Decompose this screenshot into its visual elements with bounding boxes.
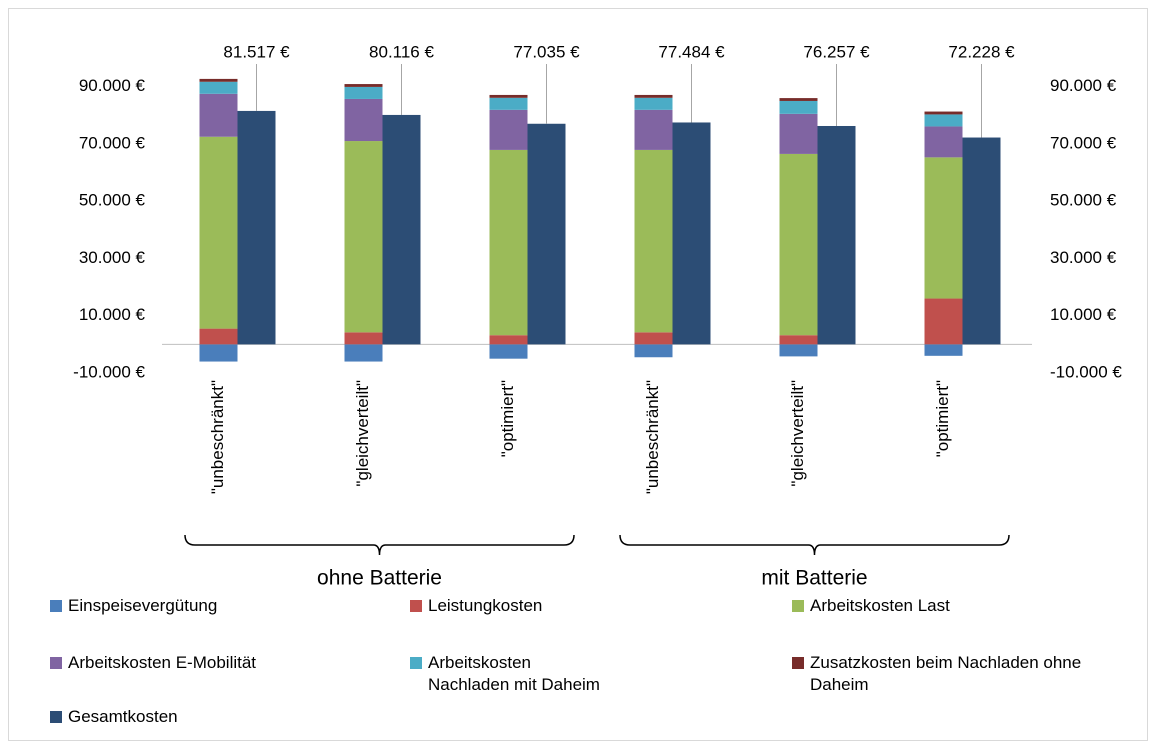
legend-item: Einspeisevergütung (50, 595, 380, 617)
total-bar (237, 110, 276, 345)
bar-segment (779, 100, 818, 114)
bar-segment (199, 136, 238, 329)
bar-segment (779, 153, 818, 336)
bar-segment (489, 335, 528, 345)
legend-item: Arbeitskosten E-Mobilität (50, 652, 380, 674)
total-bar (962, 137, 1001, 345)
value-label: 76.257 € (803, 42, 870, 61)
y2-tick-label: 90.000 € (1050, 76, 1117, 95)
x-tick-label: "gleichverteilt" (353, 380, 372, 487)
y-tick-label: 50.000 € (79, 191, 146, 210)
legend-item: Leistungkosten (410, 595, 740, 617)
bar-segment (199, 328, 238, 345)
bar-segment (344, 141, 383, 333)
y2-tick-label: 30.000 € (1050, 248, 1117, 267)
legend-swatch (792, 657, 804, 669)
legend-swatch (50, 600, 62, 612)
legend-item: Arbeitskosten Nachladen mit Daheim (410, 652, 610, 696)
legend-swatch (50, 657, 62, 669)
legend-label: Arbeitskosten E-Mobilität (68, 653, 257, 672)
value-label: 81.517 € (223, 42, 290, 61)
bar-segment (199, 93, 238, 137)
y-tick-label: 30.000 € (79, 248, 146, 267)
y-tick-label: 10.000 € (79, 305, 146, 324)
legend-swatch (50, 711, 62, 723)
total-bar (382, 114, 421, 345)
bar-segment (924, 111, 963, 115)
x-tick-label: "optimiert" (933, 380, 952, 457)
legend-item: Gesamtkosten (50, 706, 380, 728)
y2-tick-label: -10.000 € (1050, 362, 1122, 381)
bar-segment (634, 344, 673, 358)
legend-swatch (792, 600, 804, 612)
bar-segment (779, 98, 818, 101)
value-label: 77.035 € (513, 42, 580, 61)
value-label: 72.228 € (948, 42, 1015, 61)
bar-segment (489, 97, 528, 110)
group-brace (184, 534, 575, 556)
legend-swatch (410, 600, 422, 612)
bar-segment (634, 332, 673, 345)
bar-segment (634, 97, 673, 110)
y2-tick-label: 10.000 € (1050, 305, 1117, 324)
legend-item: Arbeitskosten Last (792, 595, 1122, 617)
bar-segment (489, 94, 528, 98)
bar-segment (344, 344, 383, 362)
legend-label: Einspeisevergütung (68, 596, 218, 615)
total-bar (817, 125, 856, 345)
legend-label: Arbeitskosten Nachladen mit Daheim (428, 653, 600, 694)
bar-segment (344, 332, 383, 345)
legend-swatch (410, 657, 422, 669)
bar-segment (924, 157, 963, 299)
bar-segment (489, 344, 528, 359)
legend-label: Arbeitskosten Last (810, 596, 950, 615)
chart-border (8, 8, 1148, 741)
bar-segment (344, 98, 383, 142)
bar-segment (779, 335, 818, 345)
bar-segment (634, 94, 673, 98)
bar-segment (924, 344, 963, 356)
total-bar (527, 123, 566, 345)
legend-item: Zusatzkosten beim Nachladen ohne Daheim (792, 652, 1122, 696)
legend-label: Gesamtkosten (68, 707, 178, 726)
bar-segment (489, 149, 528, 336)
bar-segment (634, 149, 673, 333)
group-brace (619, 534, 1010, 556)
x-tick-label: "gleichverteilt" (788, 380, 807, 487)
x-tick-label: "unbeschränkt" (643, 380, 662, 494)
y-tick-label: -10.000 € (73, 362, 145, 381)
y2-tick-label: 70.000 € (1050, 133, 1117, 152)
bar-segment (924, 298, 963, 345)
y-tick-label: 70.000 € (79, 133, 146, 152)
y2-tick-label: 50.000 € (1050, 191, 1117, 210)
group-label: mit Batterie (761, 567, 867, 590)
bar-segment (489, 109, 528, 150)
bar-segment (634, 109, 673, 150)
total-bar (672, 122, 711, 345)
bar-segment (344, 84, 383, 87)
bar-segment (199, 344, 238, 362)
value-label: 80.116 € (369, 42, 434, 61)
group-label: ohne Batterie (317, 567, 442, 590)
x-tick-label: "optimiert" (498, 380, 517, 457)
bar-segment (924, 126, 963, 158)
bar-segment (199, 81, 238, 94)
bar-segment (779, 344, 818, 357)
y-tick-label: 90.000 € (79, 76, 146, 95)
bar-segment (199, 78, 238, 82)
bar-segment (779, 113, 818, 154)
bar-segment (924, 114, 963, 127)
bar-segment (344, 86, 383, 99)
legend-label: Leistungkosten (428, 596, 543, 615)
x-tick-label: "unbeschränkt" (208, 380, 227, 494)
legend-label: Zusatzkosten beim Nachladen ohne Daheim (810, 653, 1082, 694)
value-label: 77.484 € (658, 42, 725, 61)
